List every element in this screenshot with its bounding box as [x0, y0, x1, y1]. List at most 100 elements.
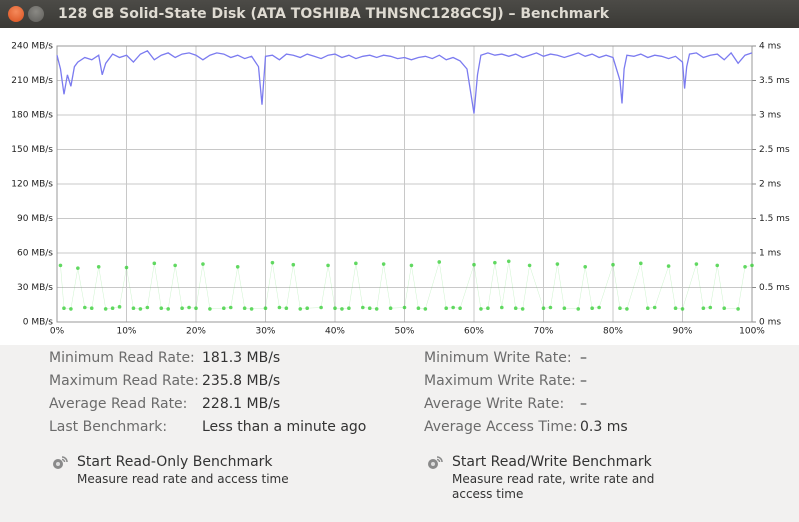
stat-label: Maximum Write Rate:	[424, 373, 576, 389]
access-time-point	[242, 306, 247, 311]
access-time-point	[180, 306, 184, 311]
y-tick-label: 180 MB/s	[11, 111, 53, 121]
access-time-point	[611, 262, 615, 267]
stat-label: Maximum Read Rate:	[49, 373, 199, 389]
access-time-point	[277, 305, 282, 310]
access-time-point	[326, 263, 330, 268]
access-time-point	[270, 260, 275, 265]
x-tick-label: 90%	[672, 327, 692, 337]
access-time-point	[423, 307, 428, 311]
access-time-point	[722, 306, 726, 311]
access-time-point	[201, 262, 205, 266]
access-time-point	[159, 306, 164, 311]
y-tick-label: 210 MB/s	[11, 76, 53, 86]
access-time-point	[513, 306, 518, 311]
access-time-point	[576, 307, 581, 311]
stat-value: –	[580, 396, 587, 412]
x-tick-label: 0%	[50, 327, 65, 337]
access-time-point	[750, 263, 754, 268]
access-time-point	[374, 307, 379, 311]
minimize-button[interactable]	[28, 6, 44, 22]
stat-value: 181.3 MB/s	[202, 350, 281, 366]
access-time-point	[694, 262, 699, 266]
window-title: 128 GB Solid-State Disk (ATA TOSHIBA THN…	[58, 6, 610, 22]
access-time-point	[548, 305, 553, 310]
access-time-point	[354, 261, 358, 266]
x-tick-label: 20%	[186, 327, 206, 337]
access-time-point	[222, 306, 226, 311]
access-time-point	[235, 265, 240, 269]
access-time-point	[736, 307, 740, 311]
access-time-point	[173, 263, 177, 268]
access-time-point	[194, 306, 198, 311]
y2-tick-label: 1.5 ms	[759, 214, 790, 224]
x-tick-label: 60%	[464, 327, 484, 337]
access-time-point	[145, 305, 150, 310]
access-time-point	[486, 306, 490, 311]
access-time-point	[437, 260, 442, 264]
access-time-point	[76, 266, 80, 270]
x-tick-label: 10%	[116, 327, 136, 337]
access-time-point	[62, 306, 66, 311]
access-time-point	[708, 305, 713, 310]
stat-value: Less than a minute ago	[202, 419, 367, 435]
access-time-point	[409, 263, 414, 268]
stat-label: Last Benchmark:	[49, 419, 168, 435]
access-time-point	[625, 307, 629, 311]
benchmark-button[interactable]: Start Read-Only Benchmark Measure read ra…	[52, 454, 332, 502]
access-time-point	[83, 305, 87, 310]
y-tick-label: 0 MB/s	[23, 318, 54, 328]
y-tick-label: 30 MB/s	[17, 283, 53, 293]
access-time-point	[618, 306, 622, 311]
chart: 0 MB/s 30 MB/s 60 MB/s 90 MB/s 120 MB/s 150 M…	[0, 28, 799, 345]
y-tick-label: 120 MB/s	[11, 180, 53, 190]
access-time-point	[645, 306, 650, 311]
y-tick-label: 240 MB/s	[11, 42, 53, 52]
access-time-point	[652, 305, 657, 310]
access-time-point	[583, 265, 587, 269]
access-time-point	[361, 305, 365, 310]
access-time-point	[298, 307, 303, 311]
x-tick-label: 40%	[325, 327, 345, 337]
y-tick-label: 90 MB/s	[17, 214, 53, 224]
access-time-point	[131, 306, 136, 311]
x-tick-label: 50%	[394, 327, 414, 337]
access-time-point	[367, 306, 372, 311]
benchmark-button[interactable]: Start Read/Write Benchmark Measure read r…	[427, 454, 707, 502]
y-tick-label: 60 MB/s	[17, 249, 53, 259]
x-tick-label: 70%	[533, 327, 553, 337]
stat-label: Minimum Read Rate:	[49, 350, 195, 366]
access-time-point	[347, 306, 351, 311]
access-time-point	[117, 305, 122, 309]
access-time-point	[96, 265, 101, 269]
access-time-point	[103, 307, 108, 311]
chart-background	[0, 28, 799, 345]
button-icon	[52, 454, 70, 472]
access-time-point	[110, 306, 115, 311]
access-time-point	[89, 306, 94, 311]
access-time-point	[597, 305, 601, 310]
access-time-point	[562, 306, 567, 311]
access-time-point	[333, 306, 337, 311]
access-time-point	[166, 307, 170, 311]
access-time-point	[263, 306, 268, 311]
access-time-point	[381, 262, 386, 266]
button-title: Start Read-Only Benchmark	[77, 454, 273, 470]
y2-tick-label: 2 ms	[759, 180, 781, 190]
access-time-point	[479, 307, 483, 311]
button-subtitle: Measure read rate and access time	[77, 472, 289, 486]
close-button[interactable]	[8, 6, 24, 22]
access-time-point	[451, 305, 455, 310]
access-time-point	[69, 307, 73, 311]
stat-value: 228.1 MB/s	[202, 396, 281, 412]
x-tick-label: 30%	[255, 327, 275, 337]
access-time-point	[500, 305, 504, 310]
access-time-point	[666, 264, 671, 268]
access-time-point	[458, 306, 462, 311]
access-time-point	[715, 263, 720, 268]
access-time-point	[472, 262, 476, 267]
y2-tick-label: 3.5 ms	[759, 76, 790, 86]
stat-value: –	[580, 373, 587, 389]
access-time-point	[228, 305, 233, 310]
